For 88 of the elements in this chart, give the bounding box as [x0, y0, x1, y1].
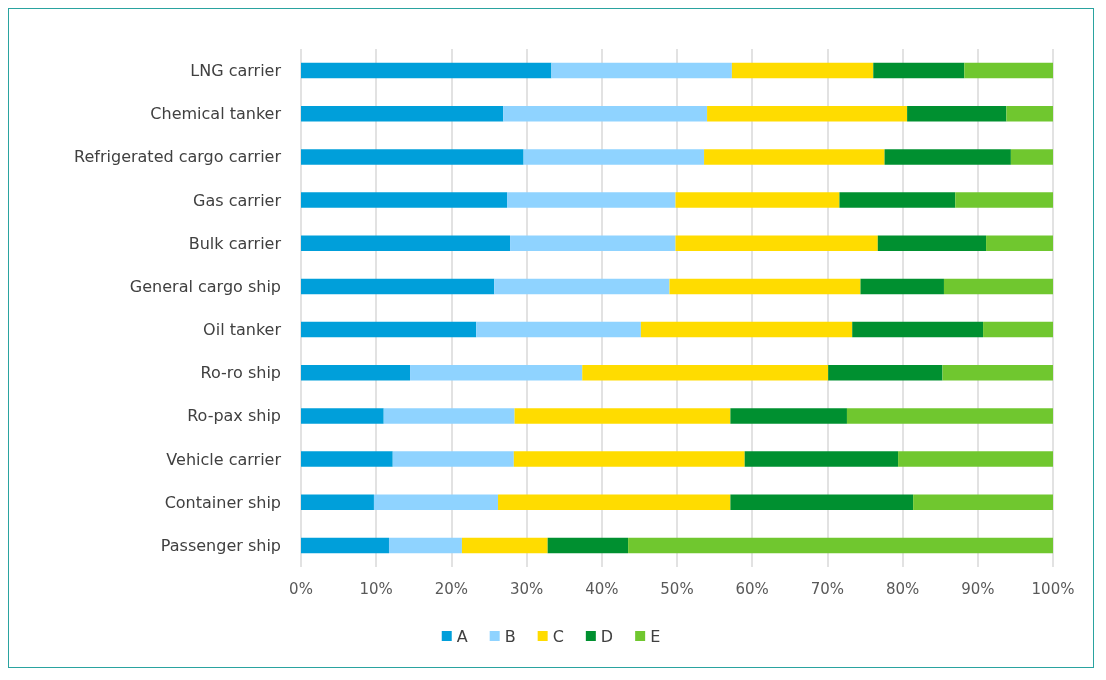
bar: [301, 494, 374, 511]
bar: [513, 451, 745, 467]
bar: [731, 62, 874, 79]
bar: [669, 278, 861, 295]
bar: [704, 149, 885, 165]
bar: [373, 494, 499, 511]
bar: [730, 408, 847, 424]
y-tick-label: Passenger ship: [160, 535, 281, 555]
bar: [476, 321, 641, 338]
bar: [301, 537, 389, 554]
bar: [514, 408, 731, 424]
y-tick-label: General cargo ship: [129, 276, 281, 296]
bar: [913, 494, 1053, 511]
bar: [301, 321, 477, 338]
bar: [301, 105, 504, 122]
bar: [707, 105, 908, 122]
x-tick-label: 70%: [810, 579, 845, 598]
bar: [852, 321, 984, 338]
legend-label: E: [650, 626, 661, 646]
y-tick-label: Chemical tanker: [150, 104, 282, 124]
bar: [392, 451, 514, 467]
bar: [628, 537, 1053, 554]
bar: [744, 451, 899, 467]
y-tick-label: Gas carrier: [193, 190, 282, 210]
x-tick-label: 50%: [660, 579, 694, 598]
x-tick-label: 20%: [434, 579, 469, 598]
bar: [523, 149, 705, 165]
bar: [494, 278, 670, 295]
bar: [551, 62, 732, 79]
bar: [507, 192, 676, 208]
bar: [986, 235, 1053, 252]
bar: [498, 494, 731, 511]
y-tick-label: Oil tanker: [203, 320, 282, 340]
bar: [301, 149, 524, 165]
bar: [884, 149, 1011, 165]
legend-label: B: [504, 626, 516, 646]
bar: [877, 235, 987, 252]
x-tick-label: 60%: [735, 579, 769, 598]
x-tick-label: 80%: [885, 579, 920, 598]
bar: [828, 364, 943, 381]
bar: [503, 105, 708, 122]
bar: [510, 235, 676, 252]
bar: [301, 192, 508, 208]
bar: [301, 451, 393, 467]
bar: [410, 364, 583, 381]
bar: [943, 278, 1053, 295]
bar: [675, 192, 840, 208]
bar: [301, 62, 552, 79]
bar: [461, 537, 548, 554]
bar: [301, 408, 384, 424]
legend-label: A: [456, 626, 468, 646]
bar: [860, 278, 944, 295]
bar: [640, 321, 853, 338]
y-tick-label: Container ship: [164, 492, 281, 512]
bar: [675, 235, 878, 252]
x-tick-label: 40%: [585, 579, 619, 598]
y-tick-label: LNG carrier: [190, 61, 282, 81]
legend-label: C: [552, 626, 564, 646]
bar: [301, 278, 495, 295]
bar: [983, 321, 1053, 338]
x-tick-label: 90%: [961, 579, 995, 598]
bar: [301, 364, 411, 381]
bar: [964, 62, 1053, 79]
bar: [839, 192, 956, 208]
bar: [1006, 105, 1053, 122]
bar: [383, 408, 515, 424]
legend-label: D: [600, 626, 614, 646]
bar: [942, 364, 1053, 381]
x-tick-label: 0%: [289, 579, 313, 598]
y-tick-label: Ro-pax ship: [187, 406, 281, 426]
y-tick-label: Refrigerated cargo carrier: [74, 147, 282, 167]
y-tick-label: Bulk carrier: [188, 233, 282, 253]
bar: [730, 494, 914, 511]
x-tick-label: 10%: [359, 579, 393, 598]
bar: [582, 364, 829, 381]
bar: [846, 408, 1053, 424]
y-tick-label: Ro-ro ship: [200, 363, 281, 383]
bar: [907, 105, 1007, 122]
bar: [955, 192, 1053, 208]
bar: [301, 235, 511, 252]
bar: [547, 537, 629, 554]
bar: [1010, 149, 1053, 165]
bar: [388, 537, 462, 554]
x-tick-label: 100%: [1031, 579, 1075, 598]
bar: [898, 451, 1053, 467]
x-tick-label: 30%: [509, 579, 544, 598]
y-tick-label: Vehicle carrier: [166, 449, 282, 469]
bar: [873, 62, 965, 79]
